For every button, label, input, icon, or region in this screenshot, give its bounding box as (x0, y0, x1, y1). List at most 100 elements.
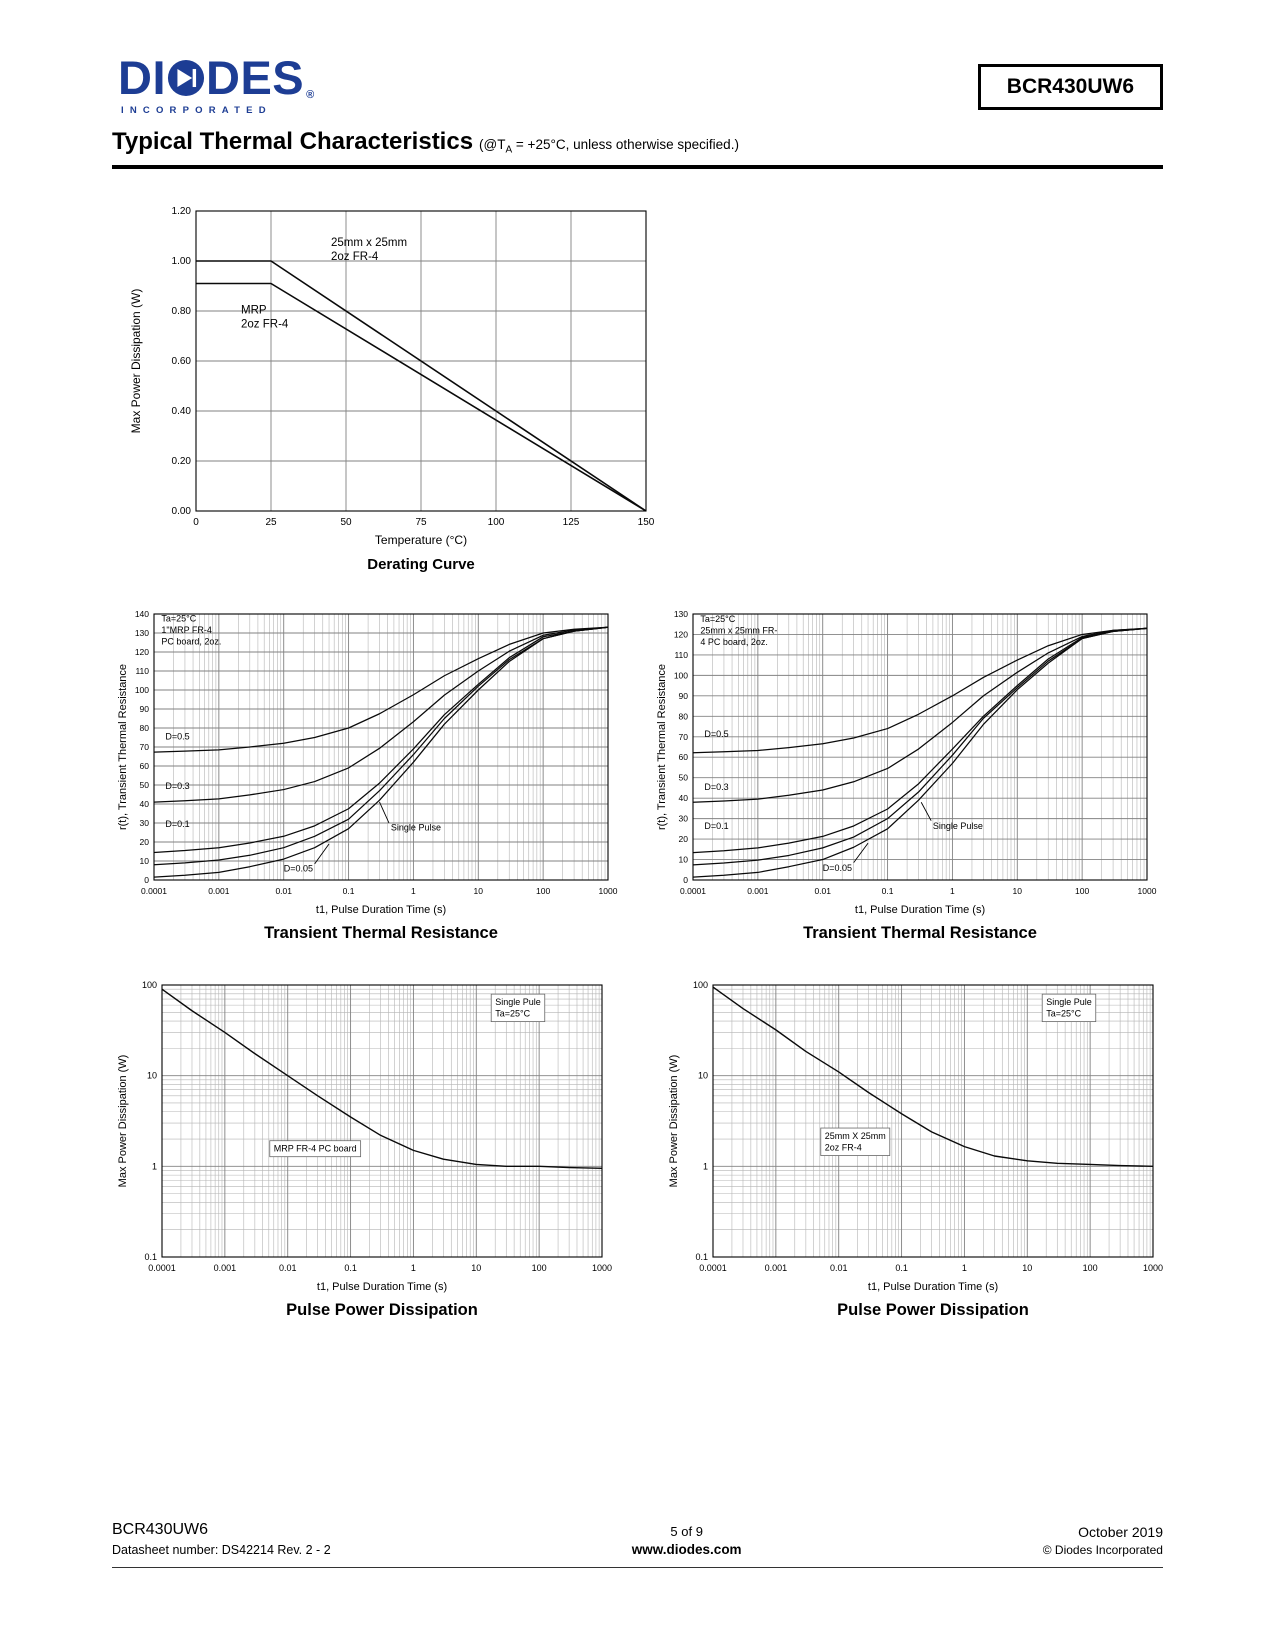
svg-text:1000: 1000 (599, 886, 618, 896)
svg-text:20: 20 (679, 834, 689, 844)
svg-text:60: 60 (140, 761, 150, 771)
svg-text:Max Power Dissipation (W): Max Power Dissipation (W) (668, 1055, 680, 1188)
svg-text:Max Power Dissipation (W): Max Power Dissipation (W) (117, 1055, 129, 1188)
svg-text:80: 80 (679, 711, 689, 721)
pulse-power-dissipation-25mm-chart: 0.0001 0.001 0.01 0.1 1 10 100 1000 0.1 1 10 100 t1,… (663, 973, 1163, 1326)
svg-text:Ta=25°C: Ta=25°C (495, 1009, 530, 1019)
svg-text:100: 100 (488, 517, 505, 528)
svg-text:1: 1 (950, 886, 955, 896)
svg-text:100: 100 (674, 670, 688, 680)
annotation-d-0-1: D=0.1 (704, 821, 728, 831)
svg-text:1000: 1000 (1138, 886, 1157, 896)
svg-text:0.001: 0.001 (747, 886, 769, 896)
svg-text:100: 100 (1083, 1263, 1098, 1273)
svg-text:0.1: 0.1 (144, 1252, 157, 1262)
svg-text:0.001: 0.001 (208, 886, 230, 896)
svg-text:30: 30 (679, 814, 689, 824)
svg-text:D=0.1: D=0.1 (704, 821, 728, 831)
svg-text:10: 10 (1022, 1263, 1032, 1273)
svg-text:t1, Pulse Duration Time (s): t1, Pulse Duration Time (s) (855, 904, 985, 916)
svg-text:0.0001: 0.0001 (699, 1263, 727, 1273)
svg-text:0.001: 0.001 (214, 1263, 237, 1273)
svg-text:Transient Thermal Resistance: Transient Thermal Resistance (803, 924, 1037, 942)
pulse-power-dissipation-mrp-chart: 0.0001 0.001 0.01 0.1 1 10 100 1000 0.1 1 10 100 t1,… (112, 973, 612, 1326)
svg-text:r(t), Transient Thermal Resi: r(t), Transient Thermal Resistance (656, 664, 668, 830)
annotation-single-pulse: Single Pulse (391, 823, 441, 833)
svg-text:0.40: 0.40 (172, 406, 192, 417)
svg-text:120: 120 (135, 647, 149, 657)
svg-text:10: 10 (698, 1071, 708, 1081)
svg-text:1: 1 (962, 1263, 967, 1273)
annotation-d-0-3: D=0.3 (165, 781, 189, 791)
svg-text:Single Pule: Single Pule (495, 997, 541, 1007)
svg-text:0.0001: 0.0001 (680, 886, 706, 896)
svg-text:25mm x 25mm FR-: 25mm x 25mm FR- (700, 626, 777, 636)
diode-symbol-icon (167, 59, 205, 96)
annotation-mrp-fr-4-pc-board: MRP FR-4 PC board (269, 1140, 362, 1158)
svg-text:100: 100 (693, 980, 708, 990)
diodes-wordmark: DI DES ® (118, 54, 315, 101)
svg-text:100: 100 (532, 1263, 547, 1273)
svg-text:4 PC board, 2oz.: 4 PC board, 2oz. (700, 637, 768, 647)
pulse-power-row: 0.0001 0.001 0.01 0.1 1 10 100 1000 0.1 1 10 100 t1,… (112, 973, 1163, 1326)
svg-text:Ta=25°C: Ta=25°C (1046, 1009, 1081, 1019)
svg-text:10: 10 (1013, 886, 1023, 896)
svg-text:130: 130 (135, 628, 149, 638)
footer-website-link[interactable]: www.diodes.com (631, 1542, 742, 1557)
svg-text:t1, Pulse Duration Time (s): t1, Pulse Duration Time (s) (868, 1281, 998, 1293)
svg-text:50: 50 (340, 517, 352, 528)
logo-text-post: DES (206, 51, 305, 104)
svg-text:Single Pulse: Single Pulse (933, 821, 983, 831)
ttr_25mm-svg: 0.0001 0.001 0.01 0.1 1 10 100 1000010203040506… (656, 609, 1157, 942)
series-d-0-5 (153, 626, 609, 753)
svg-text:Derating Curve: Derating Curve (367, 556, 475, 573)
svg-text:D=0.05: D=0.05 (284, 863, 313, 873)
series-d-0-5 (692, 627, 1148, 754)
series-mrp-fr-4-pc-board (161, 988, 603, 1170)
svg-text:0.01: 0.01 (830, 1263, 848, 1273)
section-title-row: Typical Thermal Characteristics (@TA = +… (112, 128, 1163, 169)
svg-text:10: 10 (474, 886, 484, 896)
svg-text:r(t), Transient Thermal Resist: r(t), Transient Thermal Resistance (117, 664, 129, 830)
svg-text:110: 110 (135, 666, 149, 676)
svg-text:0.0001: 0.0001 (148, 1263, 176, 1273)
svg-text:1: 1 (411, 1263, 416, 1273)
svg-text:0.80: 0.80 (172, 306, 192, 317)
svg-text:PC board, 2oz.: PC board, 2oz. (161, 637, 221, 647)
svg-text:1: 1 (703, 1161, 708, 1171)
registered-mark-icon: ® (306, 89, 315, 101)
transient-row: 0.0001 0.001 0.01 0.1 1 10 100 1000 0 10 20 30 40 50 6… (112, 600, 1163, 949)
svg-text:Single Pulse: Single Pulse (391, 823, 441, 833)
footer-copyright: © Diodes Incorporated (1042, 1543, 1163, 1557)
annotation-d-0-1: D=0.1 (165, 819, 189, 829)
svg-text:0.01: 0.01 (814, 886, 831, 896)
svg-text:1.00: 1.00 (172, 256, 192, 267)
series-d-0-3 (153, 626, 609, 803)
cond-pre: (@T (479, 137, 506, 152)
svg-text:0.1: 0.1 (343, 886, 355, 896)
svg-text:60: 60 (679, 752, 689, 762)
annotation-single-pulse: Single Pulse (933, 821, 983, 831)
annotation-d-0-3: D=0.3 (704, 782, 728, 792)
svg-text:70: 70 (140, 742, 150, 752)
svg-text:10: 10 (679, 855, 689, 865)
svg-text:130: 130 (674, 609, 688, 619)
logo-text-pre: DI (118, 51, 166, 104)
svg-text:1"MRP FR-4: 1"MRP FR-4 (161, 625, 212, 635)
svg-text:0.01: 0.01 (275, 886, 292, 896)
svg-text:MRP FR-4 PC board: MRP FR-4 PC board (274, 1144, 357, 1154)
charts-section: 0 25 50 75 100 125 150 0.00 0.20 0.40 0.60 0.80 1.00… (0, 169, 1275, 1326)
svg-text:Pulse Power Dissipation: Pulse Power Dissipation (837, 1301, 1029, 1319)
series-d-0-1 (692, 627, 1148, 854)
header: DI DES ® INCORPORATED BCR430UW6 (0, 0, 1275, 116)
svg-text:10: 10 (471, 1263, 481, 1273)
svg-text:1000: 1000 (1143, 1263, 1163, 1273)
svg-text:t1, Pulse Duration Time (s): t1, Pulse Duration Time (s) (316, 904, 446, 916)
diodes-logo: DI DES ® INCORPORATED (118, 54, 315, 116)
svg-text:Pulse Power Dissipation: Pulse Power Dissipation (286, 1301, 478, 1319)
svg-text:D=0.1: D=0.1 (165, 819, 189, 829)
svg-text:MRP: MRP (241, 305, 267, 317)
annotation-25mm-x-25mm: 25mm X 25mm 2oz FR-4 (820, 1127, 891, 1156)
svg-text:110: 110 (674, 650, 688, 660)
annotation-single-pule: Single Pule Ta=25°C (1041, 993, 1097, 1023)
